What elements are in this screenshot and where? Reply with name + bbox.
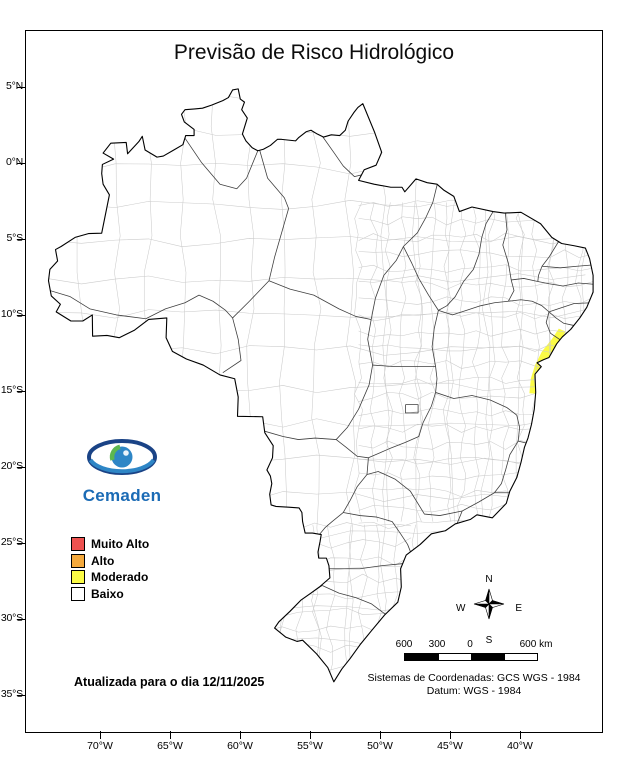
legend-item: Alto	[71, 553, 149, 570]
cemaden-eye-icon	[87, 439, 157, 475]
cemaden-logo: Cemaden	[66, 434, 178, 506]
legend-label: Muito Alto	[91, 537, 150, 552]
lat-label: 20°S	[0, 460, 23, 472]
axis-tick	[17, 315, 25, 316]
state-boundaries	[45, 134, 597, 617]
axis-tick	[17, 163, 25, 164]
scale-label: 300	[428, 639, 446, 650]
lon-label: 65°W	[157, 740, 183, 752]
axis-tick	[240, 731, 241, 739]
cemaden-wordmark: Cemaden	[82, 486, 162, 505]
compass-north-label: N	[485, 574, 493, 585]
page-title: Previsão de Risco Hidrológico	[173, 41, 455, 64]
legend-item: Baixo	[71, 586, 149, 603]
update-date-note: Atualizada para o dia 12/11/2025	[74, 675, 265, 689]
lat-label: 30°S	[0, 612, 23, 624]
lat-label: 10°S	[0, 308, 23, 320]
legend-swatch-alto	[71, 553, 85, 568]
compass-star-icon	[473, 588, 505, 620]
compass-east-label: E	[515, 603, 522, 614]
axis-tick	[310, 731, 311, 739]
axis-tick	[380, 731, 381, 739]
axis-tick	[450, 731, 451, 739]
axis-tick	[520, 731, 521, 739]
lon-label: 55°W	[297, 740, 323, 752]
brazil-map	[26, 31, 602, 732]
lat-label: 25°S	[0, 536, 23, 548]
lon-label: 60°W	[227, 740, 253, 752]
legend-swatch-baixo	[71, 586, 85, 601]
coordinate-system-note: Sistemas de Coordenadas: GCS WGS - 1984 …	[344, 672, 604, 698]
legend-item: Muito Alto	[71, 536, 149, 553]
axis-tick	[170, 731, 171, 739]
lat-label: 35°S	[0, 688, 23, 700]
lat-label: 5°S	[6, 232, 24, 244]
coordinate-system-line2: Datum: WGS - 1984	[426, 685, 522, 697]
axis-tick	[17, 467, 25, 468]
legend-swatch-muito-alto	[71, 537, 85, 552]
scale-label: 600	[395, 639, 413, 650]
scale-bar-labels: 600 300 0 600 km	[396, 639, 602, 651]
legend-label: Baixo	[91, 586, 124, 601]
compass-south-label: S	[485, 635, 493, 646]
compass-rose: N W E S	[454, 574, 524, 646]
scale-bar: 600 300 0 600 km	[396, 639, 602, 661]
lon-label: 70°W	[87, 740, 113, 752]
risk-legend: Muito Alto Alto Moderado Baixo	[71, 536, 149, 602]
compass-west-label: W	[456, 603, 466, 614]
axis-tick	[17, 391, 25, 392]
axis-tick	[100, 731, 101, 739]
lon-label: 40°W	[507, 740, 533, 752]
legend-label: Moderado	[91, 570, 149, 585]
lon-label: 45°W	[437, 740, 463, 752]
scale-bar-graphic	[404, 653, 538, 661]
country-outline	[48, 89, 593, 682]
lat-label: 5°N	[5, 80, 23, 92]
lat-label: 0°N	[5, 156, 23, 168]
axis-tick	[17, 239, 25, 240]
legend-item: Moderado	[71, 569, 149, 586]
legend-swatch-moderado	[71, 570, 85, 585]
coordinate-system-line1: Sistemas de Coordenadas: GCS WGS - 1984	[367, 672, 581, 684]
map-frame: Previsão de Risco Hidrológico Cemaden Mu…	[25, 30, 603, 733]
axis-tick	[17, 619, 25, 620]
scale-label: 600 km	[519, 639, 553, 650]
scale-label: 0	[467, 639, 473, 650]
axis-tick	[17, 695, 25, 696]
axis-tick	[17, 543, 25, 544]
axis-tick	[17, 87, 25, 88]
legend-label: Alto	[91, 553, 115, 568]
lat-label: 15°S	[0, 384, 23, 396]
lon-label: 50°W	[367, 740, 393, 752]
